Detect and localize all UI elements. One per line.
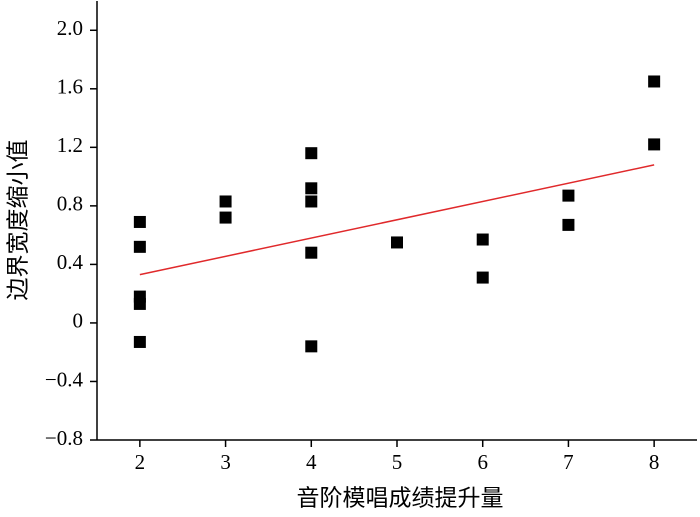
x-tick-label: 4 bbox=[306, 450, 317, 474]
x-tick-label: 5 bbox=[392, 450, 403, 474]
scatter-point bbox=[305, 182, 318, 195]
scatter-point bbox=[562, 189, 575, 202]
x-tick-label: 8 bbox=[649, 450, 660, 474]
scatter-point bbox=[305, 246, 318, 259]
x-tick-label: 7 bbox=[563, 450, 574, 474]
scatter-point bbox=[391, 236, 403, 249]
scatter-point bbox=[133, 297, 146, 310]
y-tick-label: −0.4 bbox=[45, 367, 84, 391]
x-tick-label: 3 bbox=[220, 450, 231, 474]
y-tick-label: −0.8 bbox=[45, 426, 83, 450]
scatter-point bbox=[219, 211, 232, 224]
scatter-point bbox=[648, 138, 661, 151]
scatter-point bbox=[648, 75, 661, 88]
scatter-point bbox=[305, 147, 318, 160]
fit-line bbox=[139, 164, 655, 276]
x-tick-label: 2 bbox=[135, 450, 146, 474]
y-tick-label: 0 bbox=[73, 309, 84, 333]
scatter-point bbox=[133, 335, 146, 348]
y-tick-label: 0.4 bbox=[57, 250, 84, 274]
scatter-point bbox=[133, 240, 146, 253]
scatter-point bbox=[562, 218, 575, 231]
scatter-point bbox=[219, 195, 232, 208]
x-axis-label: 音阶模唱成绩提升量 bbox=[297, 485, 504, 510]
y-tick-label: 0.8 bbox=[57, 192, 83, 216]
y-tick-label: 1.2 bbox=[57, 133, 83, 157]
y-tick-label: 2.0 bbox=[57, 16, 83, 40]
scatter-point bbox=[476, 233, 489, 246]
scatter-point bbox=[305, 340, 318, 353]
scatter-point bbox=[476, 271, 489, 284]
y-axis-label: 边界宽度缩小值 bbox=[5, 140, 30, 301]
scatter-point bbox=[305, 195, 318, 208]
scatter-point bbox=[133, 215, 146, 228]
x-tick-label: 6 bbox=[477, 450, 488, 474]
y-tick-label: 1.6 bbox=[57, 75, 83, 99]
